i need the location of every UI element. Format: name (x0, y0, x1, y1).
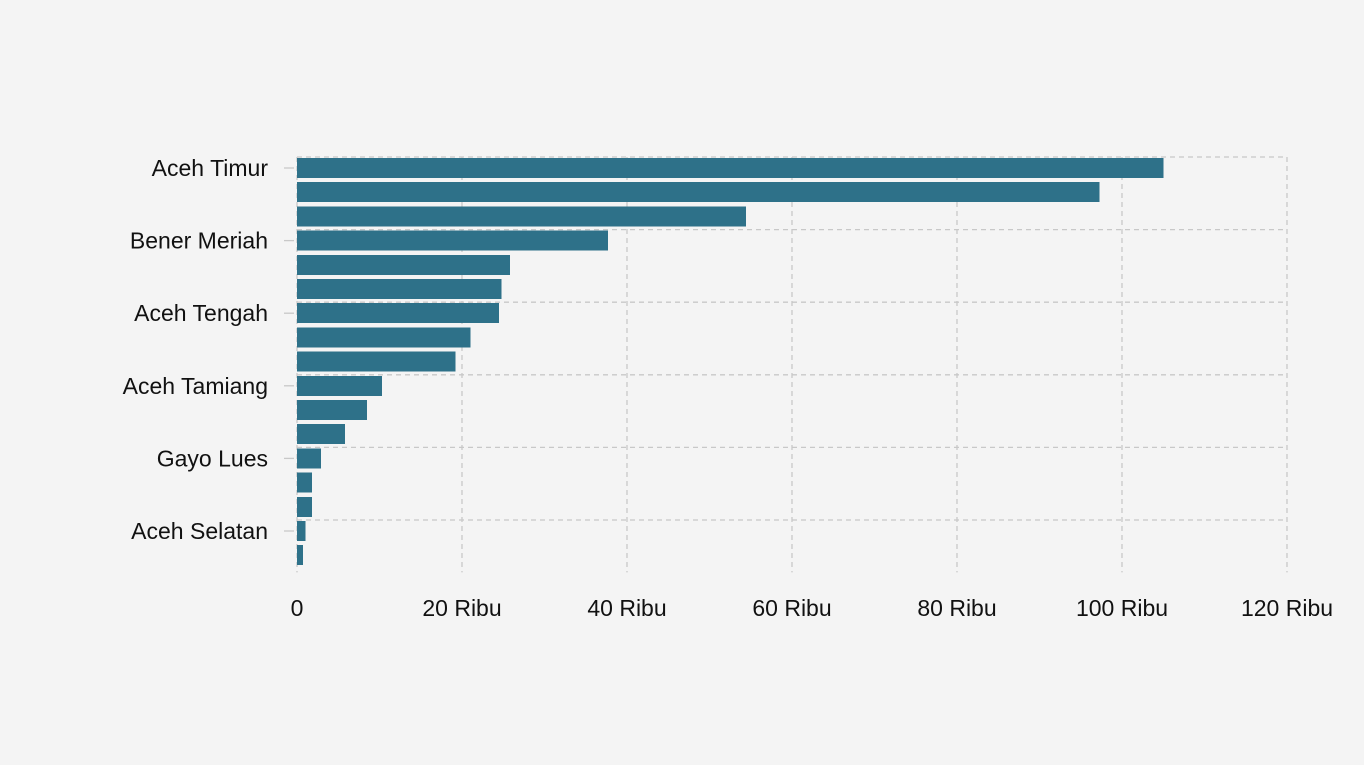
x-tick-label: 100 Ribu (1076, 595, 1168, 621)
x-tick-label: 20 Ribu (422, 595, 501, 621)
bar (297, 327, 471, 348)
y-tick-label: Aceh Tengah (134, 300, 268, 326)
y-tick-label: Gayo Lues (157, 445, 268, 471)
x-tick-label: 120 Ribu (1241, 595, 1333, 621)
bar (297, 254, 510, 275)
bar (297, 303, 500, 324)
bar (297, 424, 345, 445)
bars (297, 158, 1164, 566)
bar (297, 521, 306, 541)
bar (297, 375, 382, 396)
x-tick-label: 60 Ribu (752, 595, 831, 621)
bar (297, 448, 321, 469)
grid-lines (296, 156, 1288, 573)
x-axis: 0 20 Ribu 40 Ribu 60 Ribu 80 Ribu 100 Ribu 120… (291, 595, 1333, 621)
x-tick-label: 80 Ribu (917, 595, 996, 621)
bar (297, 351, 456, 372)
bar (297, 206, 746, 227)
bar (297, 158, 1164, 178)
bar (297, 230, 609, 251)
bar (297, 472, 312, 493)
y-axis: Aceh Timur Bener Meriah Aceh Tengah Aceh Ta… (123, 155, 294, 544)
bar (297, 279, 502, 299)
y-tick-label: Bener Meriah (130, 228, 268, 254)
y-tick-label: Aceh Selatan (131, 518, 268, 544)
x-tick-label: 40 Ribu (587, 595, 666, 621)
y-tick-label: Aceh Tamiang (123, 373, 268, 399)
bar (297, 182, 1100, 203)
bar (297, 496, 312, 517)
x-tick-label: 0 (291, 595, 304, 621)
bar (297, 545, 303, 566)
y-tick-label: Aceh Timur (152, 155, 269, 181)
bar (297, 400, 368, 420)
